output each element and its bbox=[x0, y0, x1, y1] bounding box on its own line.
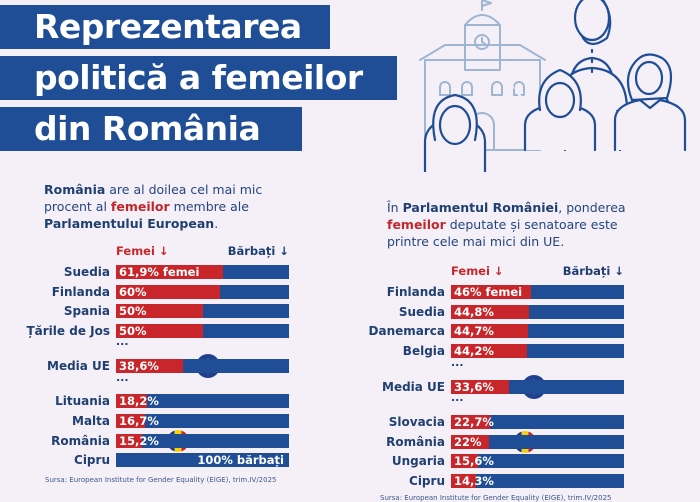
bar-women bbox=[451, 324, 529, 339]
title-line-3: din România bbox=[0, 107, 302, 151]
category-label: Lituania bbox=[55, 394, 110, 409]
bar-women bbox=[451, 415, 491, 430]
source-note: Sursa: European Institute for Gender Equ… bbox=[380, 494, 612, 502]
bar-men: 44,7% bbox=[451, 324, 624, 339]
bar-men: 14,3% bbox=[451, 474, 624, 489]
bar-women bbox=[116, 304, 203, 319]
data-label: 50% bbox=[119, 304, 147, 319]
intro-highlight: femeilor bbox=[110, 199, 170, 214]
bar-men: 22% bbox=[451, 434, 624, 449]
intro-bold: Parlamentul României bbox=[402, 200, 559, 215]
bar-men: 22,7% bbox=[451, 415, 624, 430]
bar-men: 61,9% femei bbox=[116, 265, 289, 279]
category-label: Danemarca bbox=[368, 324, 445, 339]
data-label: 61,9% femei bbox=[119, 265, 200, 279]
category-label: Belgia bbox=[402, 344, 445, 359]
bar-men: 60% bbox=[116, 284, 289, 299]
category-label: România bbox=[386, 434, 445, 449]
ellipsis: ... bbox=[451, 355, 464, 369]
data-label: 16,7% bbox=[119, 413, 159, 428]
intro-text: are al doilea cel mai mic procent al bbox=[44, 182, 263, 214]
women-icon bbox=[423, 0, 687, 172]
title-line-1: Reprezentarea bbox=[0, 5, 330, 49]
legend-women: Femei ↓ bbox=[451, 264, 504, 278]
category-label: Media UE bbox=[382, 379, 445, 394]
bar-women bbox=[116, 433, 143, 448]
bar-women bbox=[116, 284, 220, 299]
ellipsis: ... bbox=[116, 370, 129, 384]
title-line-2: politică a femeilor bbox=[0, 56, 397, 100]
right-intro-text: În Parlamentul României, ponderea femeil… bbox=[387, 199, 647, 250]
bar-women bbox=[116, 394, 148, 409]
bar-men: 38,6% bbox=[116, 359, 289, 374]
parliament-people-illustration bbox=[419, 0, 687, 172]
bar-men: 16,7% bbox=[116, 413, 289, 428]
bar-men: 33,6% bbox=[451, 379, 624, 394]
category-label: România bbox=[51, 433, 110, 448]
bar-men: 44,8% bbox=[451, 304, 624, 319]
bar-men: 50% bbox=[116, 323, 289, 338]
intro-highlight: femeilor bbox=[387, 217, 446, 232]
bar-women bbox=[116, 359, 183, 374]
category-label: Cipru bbox=[74, 453, 110, 468]
bar-men: 44,2% bbox=[451, 344, 624, 359]
bar-men: 15,2% bbox=[116, 433, 289, 448]
data-label: 15,2% bbox=[119, 433, 159, 448]
data-label: 46% femei bbox=[454, 285, 523, 299]
data-label: 14,3% bbox=[454, 474, 494, 489]
bar-women bbox=[451, 379, 510, 394]
bar-men: 15,6% bbox=[451, 454, 624, 469]
ellipsis: ... bbox=[451, 391, 464, 405]
intro-text: , ponderea bbox=[558, 200, 626, 215]
bar-women bbox=[116, 265, 224, 279]
data-label: 18,2% bbox=[119, 394, 159, 409]
data-label: 15,6% bbox=[454, 454, 494, 469]
data-label: 33,6% bbox=[454, 379, 494, 394]
bar-women bbox=[451, 474, 476, 489]
intro-text: membre ale bbox=[169, 199, 249, 214]
category-label: Finlanda bbox=[51, 284, 110, 299]
category-label: Malta bbox=[72, 413, 110, 428]
bar-women bbox=[451, 434, 490, 449]
intro-text: . bbox=[214, 216, 219, 231]
data-label: 44,7% bbox=[454, 324, 494, 339]
data-label: 38,6% bbox=[119, 359, 159, 374]
bar-men: 50% bbox=[116, 304, 289, 319]
category-label: Suedia bbox=[398, 304, 445, 319]
bar-women bbox=[116, 413, 145, 428]
data-label: 100% bărbați bbox=[197, 453, 284, 468]
source-note: Sursa: European Institute for Gender Equ… bbox=[45, 476, 277, 484]
category-label: Slovacia bbox=[388, 415, 445, 430]
data-label: 22,7% bbox=[454, 415, 494, 430]
legend-men: Bărbați ↓ bbox=[227, 244, 289, 258]
intro-bold: Parlamentului European bbox=[44, 216, 215, 231]
intro-text: deputate și senatoare este printre cele … bbox=[387, 217, 618, 249]
intro-bold: România bbox=[44, 182, 106, 197]
bar-women bbox=[451, 285, 531, 299]
ellipsis: ... bbox=[116, 335, 129, 349]
bar-women bbox=[116, 323, 203, 338]
data-label: 44,8% bbox=[454, 304, 494, 319]
category-label: Suedia bbox=[63, 265, 110, 279]
bar-men: 46% femei bbox=[451, 285, 624, 299]
category-label: Media UE bbox=[47, 359, 110, 374]
data-label: 44,2% bbox=[454, 344, 494, 359]
bar-women bbox=[451, 304, 529, 319]
data-label: 22% bbox=[454, 434, 482, 449]
category-label: Finlanda bbox=[386, 285, 445, 299]
bar-women bbox=[451, 344, 528, 359]
data-label: 50% bbox=[119, 323, 147, 338]
bar-men: 100% bărbați bbox=[116, 453, 289, 468]
intro-text: În bbox=[387, 200, 403, 215]
legend-women: Femei ↓ bbox=[116, 244, 169, 258]
bar-women bbox=[451, 454, 478, 469]
data-label: 60% bbox=[119, 284, 147, 299]
legend-men: Bărbați ↓ bbox=[562, 264, 624, 278]
category-label: Cipru bbox=[409, 474, 445, 489]
category-label: Țările de Jos bbox=[26, 323, 110, 338]
category-label: Ungaria bbox=[391, 454, 445, 469]
bar-men: 18,2% bbox=[116, 394, 289, 409]
category-label: Spania bbox=[63, 304, 110, 319]
left-intro-text: România are al doilea cel mai mic procen… bbox=[44, 181, 294, 232]
